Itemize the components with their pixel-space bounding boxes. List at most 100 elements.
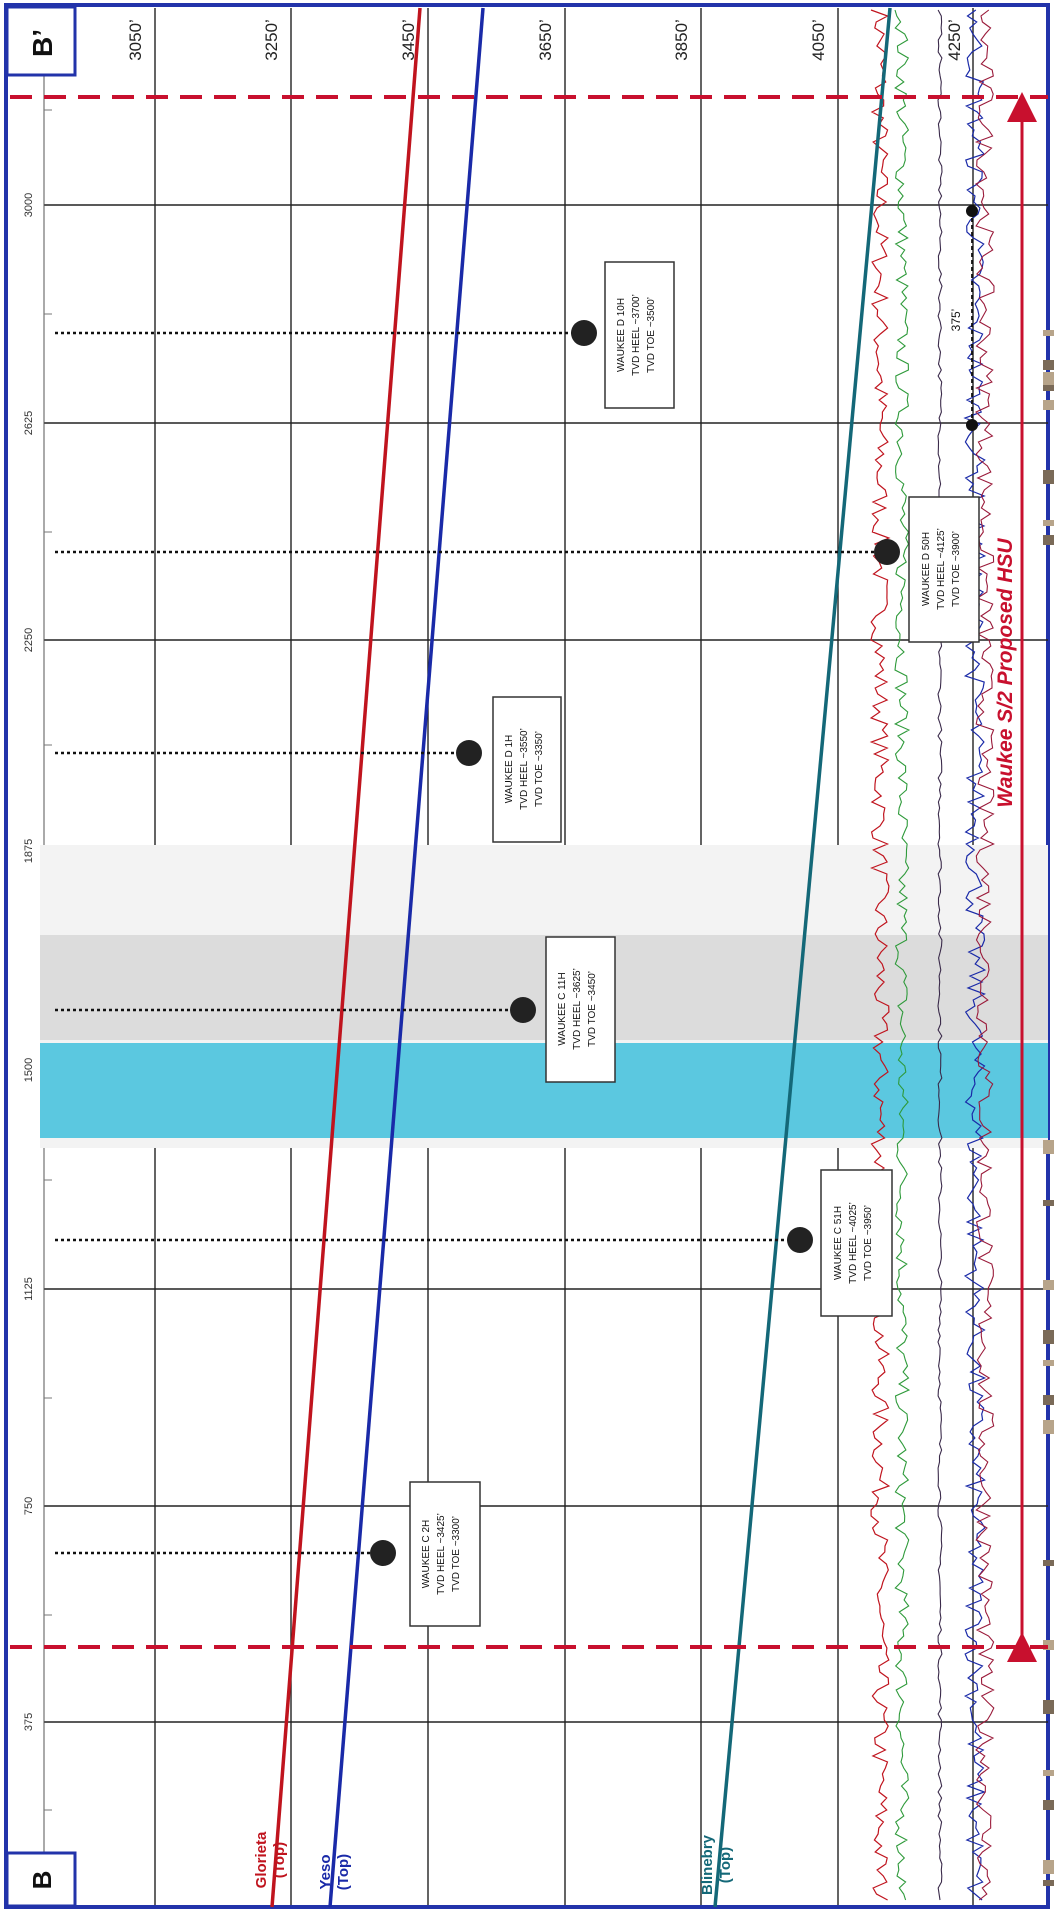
well-laterals [55,331,878,1555]
lithology-stripe [1043,470,1054,484]
well-heel-tvd: TVD HEEL ~4025’ [848,1202,859,1284]
lithology-track [40,1043,1048,1138]
lithology-stripe [1043,1800,1054,1810]
lithology-stripe [1043,1880,1054,1886]
well-box-d50h [908,496,980,643]
distance-labels: 375 750 1125 1500 1875 2250 2625 3000 [23,193,35,1731]
lithology-stripe [1043,330,1054,336]
neutron-curve [974,9,995,1901]
well-heel-tvd: TVD HEEL ~3425’ [436,1513,447,1595]
depth-label: 4250’ [945,19,964,61]
blinebry-sub-label: (Top) [717,1847,734,1883]
lithology-stripe [1043,1420,1054,1434]
well-heel-tvd: TVD HEEL ~4125’ [936,528,947,610]
yeso-sub-label: (Top) [335,1854,352,1890]
well-heel-marker [787,1227,813,1253]
lithology-stripe [1043,1200,1054,1206]
well-toe-tvd: TVD TOE ~3500’ [646,297,657,373]
lithology-stripe [1043,1395,1054,1405]
distance-label: 750 [23,1497,35,1515]
well-box-c2h [409,1481,481,1627]
lithology-stripes [1043,330,1054,1886]
depth-label: 3850’ [672,19,691,61]
distance-label: 1875 [23,839,35,863]
well-toe-tvd: TVD TOE ~3950’ [863,1205,874,1281]
lithology-stripe [1043,385,1054,391]
well-toe-tvd: TVD TOE ~3300’ [451,1516,462,1592]
distance-label: 3000 [23,193,35,217]
well-toe-tvd: TVD TOE ~3350’ [534,731,545,807]
well-name: WAUKEE C 11H [557,972,568,1045]
distance-label: 1125 [23,1277,35,1301]
distance-label: 2625 [23,411,35,435]
lithology-stripe [1043,1280,1054,1290]
well-name: WAUKEE D 10H [616,298,627,372]
lithology-stripe [1043,360,1054,370]
well-box-d10h [604,261,675,409]
lithology-stripe [1043,520,1054,526]
well-name: WAUKEE C 2H [421,1520,432,1589]
lithology-stripe [1043,1560,1054,1566]
well-toe-tvd: TVD TOE ~3450’ [587,971,598,1047]
lithology-stripe [1043,1770,1054,1776]
spacing-label: 375’ [949,309,963,332]
well-name: WAUKEE C 51H [833,1206,844,1280]
well-label-text: WAUKEE C 2H TVD HEEL ~3425’ TVD TOE ~330… [421,294,962,1595]
well-heel-marker [874,539,900,565]
depth-label: 4050’ [809,19,828,61]
well-box-c11h [545,936,616,1083]
well-box-d1h [492,696,562,843]
horizon-lines [270,7,892,1908]
caliper-curve [937,9,943,1901]
depth-label: 3450’ [399,19,418,61]
hsu-boundaries [10,95,1048,1649]
depth-labels: 3050’ 3250’ 3450’ 3650’ 3850’ 4050’ 4250… [126,19,964,61]
spacing-dimension-endpoint [966,419,978,431]
well-log-panel [40,9,1054,1901]
well-name: WAUKEE D 50H [921,532,932,606]
end-label: B’ [27,29,58,57]
horizon-labels: Glorieta (Top) Yeso (Top) Blinebry (Top) [253,1831,734,1895]
blinebry-horizon [713,7,892,1908]
distance-label: 375 [23,1713,35,1731]
resistivity-curve [869,9,891,1901]
well-box-c51h [820,1169,893,1317]
hsu-label: Waukee S/2 Proposed HSU [994,538,1017,808]
well-heel-marker [571,320,597,346]
porosity-curve [893,9,911,1901]
yeso-horizon [328,7,485,1908]
lithology-stripe [1043,1860,1054,1874]
well-heel-tvd: TVD HEEL ~3625’ [572,968,583,1050]
glorieta-horizon [270,7,422,1908]
log-band-gray [40,935,1048,1040]
lithology-stripe [1043,400,1054,410]
depth-label: 3650’ [536,19,555,61]
start-label-box [5,1851,77,1908]
spacing-dimension-endpoint [966,205,978,217]
well-heel-marker [456,740,482,766]
glorieta-sub-label: (Top) [271,1842,288,1878]
well-name: WAUKEE D 1H [504,735,515,804]
glorieta-label: Glorieta [253,1831,270,1888]
distance-label: 2250 [23,628,35,652]
start-label: B [27,1871,57,1890]
depth-label: 3250’ [262,19,281,61]
well-heel-tvd: TVD HEEL ~3700’ [631,294,642,376]
lithology-stripe [1043,1700,1054,1714]
well-heel-markers [370,320,900,1566]
lithology-stripe [1043,1140,1054,1154]
well-label-boxes [409,261,980,1627]
yeso-label: Yeso [317,1854,334,1889]
well-heel-marker [370,1540,396,1566]
blinebry-label: Blinebry [699,1834,716,1895]
lithology-stripe [1043,372,1054,386]
depth-label: 3050’ [126,19,145,61]
lithology-stripe [1043,1360,1054,1366]
distance-label: 1500 [23,1058,35,1082]
well-heel-marker [510,997,536,1023]
lithology-stripe [1043,1330,1054,1344]
lithology-stripe [1043,535,1054,545]
end-label-box [5,5,77,77]
well-toe-tvd: TVD TOE ~3900’ [951,531,962,607]
